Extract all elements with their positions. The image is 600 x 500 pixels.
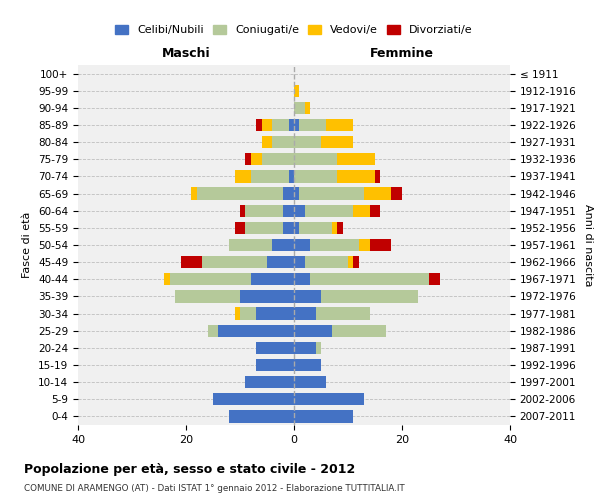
Bar [235, 222, 245, 234]
Bar [245, 222, 283, 234]
Bar [175, 290, 240, 302]
Bar [391, 188, 402, 200]
Bar [208, 324, 218, 337]
Bar [370, 204, 380, 217]
Bar [294, 239, 310, 251]
Bar [229, 410, 294, 422]
Bar [310, 273, 429, 285]
Bar [299, 119, 326, 131]
Bar [332, 222, 337, 234]
Bar [245, 153, 251, 166]
Bar [294, 153, 337, 166]
Bar [229, 239, 272, 251]
Bar [337, 153, 375, 166]
Bar [294, 359, 321, 371]
Bar [256, 342, 294, 354]
Bar [305, 102, 310, 114]
Y-axis label: Fasce di età: Fasce di età [22, 212, 32, 278]
Text: Femmine: Femmine [370, 47, 434, 60]
Bar [294, 119, 299, 131]
Text: Maschi: Maschi [161, 47, 211, 60]
Bar [262, 153, 294, 166]
Bar [283, 204, 294, 217]
Bar [289, 170, 294, 182]
Bar [283, 188, 294, 200]
Bar [256, 308, 294, 320]
Bar [348, 256, 353, 268]
Bar [316, 342, 321, 354]
Legend: Celibi/Nubili, Coniugati/e, Vedovi/e, Divorziati/e: Celibi/Nubili, Coniugati/e, Vedovi/e, Di… [111, 20, 477, 40]
Bar [429, 273, 440, 285]
Bar [240, 290, 294, 302]
Bar [240, 204, 245, 217]
Bar [251, 153, 262, 166]
Bar [267, 256, 294, 268]
Bar [272, 119, 289, 131]
Bar [272, 136, 294, 148]
Bar [294, 256, 305, 268]
Bar [294, 204, 305, 217]
Bar [294, 188, 299, 200]
Bar [310, 239, 359, 251]
Bar [332, 324, 386, 337]
Bar [235, 170, 251, 182]
Bar [294, 273, 310, 285]
Bar [337, 222, 343, 234]
Bar [294, 290, 321, 302]
Bar [235, 308, 240, 320]
Bar [337, 170, 375, 182]
Bar [321, 136, 353, 148]
Bar [170, 273, 251, 285]
Bar [294, 84, 299, 97]
Bar [294, 222, 299, 234]
Bar [294, 102, 305, 114]
Bar [305, 204, 353, 217]
Bar [353, 256, 359, 268]
Bar [321, 290, 418, 302]
Bar [262, 119, 272, 131]
Bar [289, 119, 294, 131]
Bar [272, 239, 294, 251]
Bar [218, 324, 294, 337]
Bar [294, 393, 364, 406]
Bar [294, 308, 316, 320]
Bar [294, 170, 337, 182]
Bar [353, 204, 370, 217]
Bar [294, 410, 353, 422]
Bar [305, 256, 348, 268]
Bar [299, 188, 364, 200]
Bar [294, 324, 332, 337]
Bar [364, 188, 391, 200]
Text: Popolazione per età, sesso e stato civile - 2012: Popolazione per età, sesso e stato civil… [24, 462, 355, 475]
Bar [375, 170, 380, 182]
Bar [245, 376, 294, 388]
Bar [256, 119, 262, 131]
Bar [245, 204, 283, 217]
Bar [294, 342, 316, 354]
Text: COMUNE DI ARAMENGO (AT) - Dati ISTAT 1° gennaio 2012 - Elaborazione TUTTITALIA.I: COMUNE DI ARAMENGO (AT) - Dati ISTAT 1° … [24, 484, 405, 493]
Bar [181, 256, 202, 268]
Bar [299, 222, 332, 234]
Bar [262, 136, 272, 148]
Bar [326, 119, 353, 131]
Bar [370, 239, 391, 251]
Bar [191, 188, 197, 200]
Bar [294, 136, 321, 148]
Bar [256, 359, 294, 371]
Bar [164, 273, 170, 285]
Bar [294, 376, 326, 388]
Bar [251, 170, 289, 182]
Bar [213, 393, 294, 406]
Bar [202, 256, 267, 268]
Bar [251, 273, 294, 285]
Bar [240, 308, 256, 320]
Bar [316, 308, 370, 320]
Bar [197, 188, 283, 200]
Y-axis label: Anni di nascita: Anni di nascita [583, 204, 593, 286]
Bar [283, 222, 294, 234]
Bar [359, 239, 370, 251]
